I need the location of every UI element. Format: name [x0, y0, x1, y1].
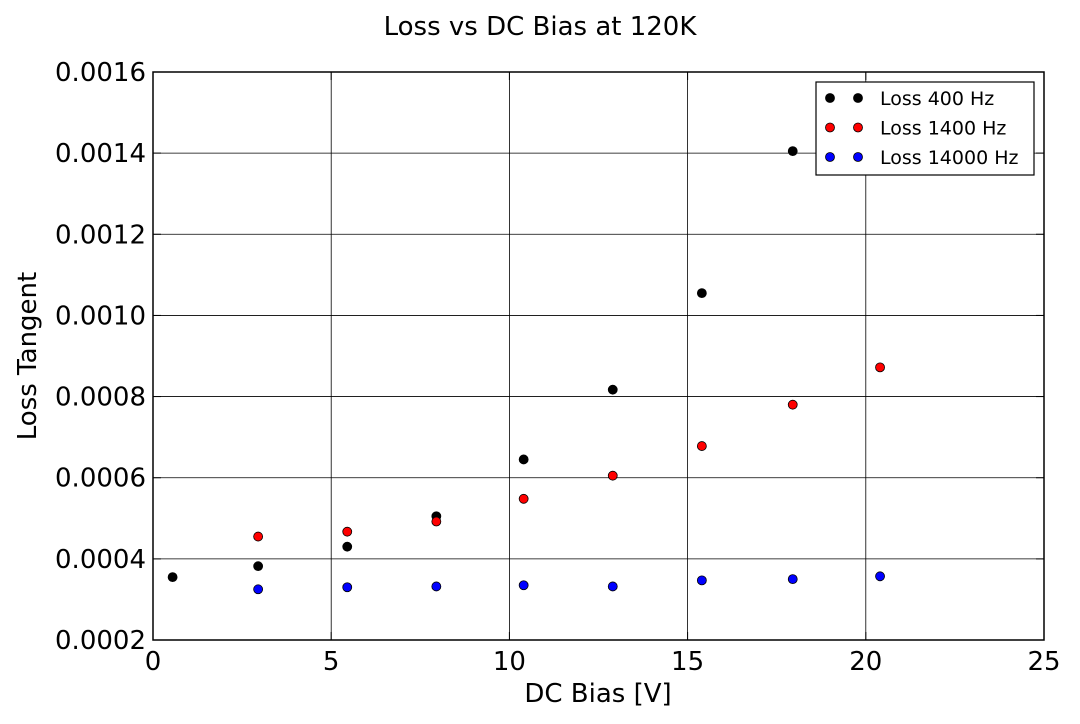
y-tick-label: 0.0014 [55, 139, 146, 169]
series-2 [253, 362, 885, 542]
plot-frame [152, 71, 1045, 641]
x-tick-label: 20 [849, 647, 882, 677]
legend-marker [825, 122, 835, 133]
data-point [431, 516, 442, 527]
legend-box [815, 81, 1035, 176]
data-point [431, 581, 442, 592]
data-point [696, 288, 707, 299]
data-point [342, 526, 353, 537]
legend-entry: Loss 14000 Hz [825, 147, 1018, 169]
legend-label: Loss 14000 Hz [880, 147, 1018, 169]
data-point [253, 584, 264, 595]
data-point [875, 571, 885, 582]
data-point [342, 541, 353, 552]
legend: Loss 400 Hz Loss 1400 Hz Loss 14000 Hz [815, 81, 1035, 176]
y-tick-label: 0.0010 [55, 301, 146, 331]
data-point [342, 582, 353, 593]
x-axis-title: DC Bias [V] [524, 679, 671, 709]
legend-marker [825, 93, 835, 103]
data-point [787, 146, 798, 157]
legend-entry: Loss 400 Hz [825, 88, 994, 110]
data-point [607, 581, 618, 592]
y-tick-label: 0.0006 [55, 464, 146, 494]
y-tick-label: 0.0004 [55, 545, 146, 575]
data-point [607, 470, 618, 481]
data-point [787, 574, 798, 585]
y-tick-label: 0.0002 [55, 626, 146, 656]
legend-label: Loss 1400 Hz [880, 118, 1006, 140]
series-3 [253, 571, 885, 595]
x-tick-label: 0 [145, 647, 162, 677]
data-point [518, 454, 529, 465]
legend-marker [853, 152, 863, 162]
data-point [518, 493, 529, 504]
series-1 [167, 146, 798, 583]
x-tick-label: 5 [323, 647, 340, 677]
legend-entry: Loss 1400 Hz [825, 118, 1006, 140]
y-axis-title: Loss Tangent [13, 272, 43, 440]
x-tick-label: 10 [493, 647, 526, 677]
data-point [518, 580, 529, 591]
data-point [875, 362, 885, 373]
chart-title: Loss vs DC Bias at 120K [384, 12, 698, 42]
data-points [167, 146, 885, 595]
tick-labels: 0 5 10 15 20 25 0.0002 0.0004 0.0006 0.0008 0.0010… [55, 58, 1061, 677]
data-point [253, 561, 264, 572]
x-tick-label: 15 [671, 647, 704, 677]
data-point [607, 384, 618, 395]
legend-marker [853, 122, 863, 133]
x-tick-label: 25 [1027, 647, 1060, 677]
legend-marker [825, 152, 835, 162]
legend-marker [853, 93, 863, 103]
data-point [787, 399, 798, 410]
y-tick-label: 0.0012 [55, 220, 146, 250]
data-point [167, 572, 178, 583]
y-tick-label: 0.0016 [55, 58, 146, 88]
data-point [696, 441, 707, 451]
y-tick-label: 0.0008 [55, 383, 146, 413]
data-point [253, 531, 264, 542]
legend-label: Loss 400 Hz [880, 88, 994, 110]
data-point [696, 575, 707, 586]
